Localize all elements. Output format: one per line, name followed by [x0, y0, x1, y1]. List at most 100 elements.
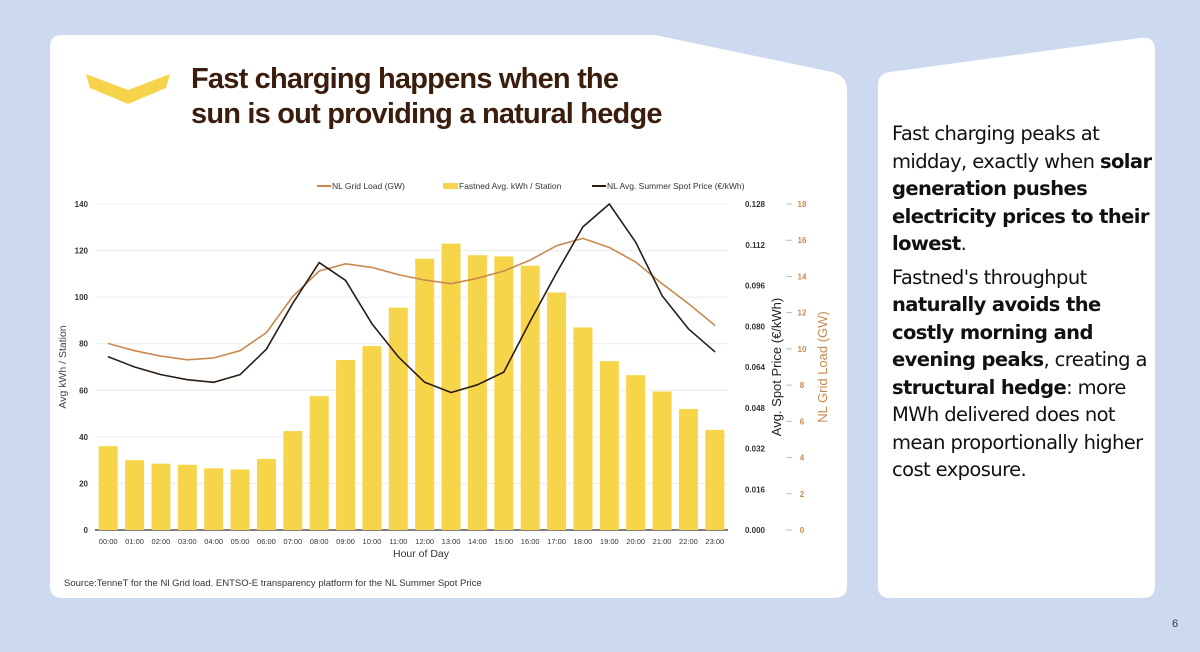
x-tick-label: 12:00 [415, 537, 434, 546]
line-grid-load-point [344, 263, 347, 265]
load-tick-label: 10 [798, 345, 807, 354]
bar-kwh-per-station [256, 458, 276, 530]
price-tick-label: 0.096 [745, 282, 766, 291]
line-grid-load-point [450, 283, 452, 285]
x-tick-label: 17:00 [547, 537, 566, 546]
line-grid-load-point [661, 283, 663, 285]
side-paragraph: Fastned's throughput naturally avoids th… [892, 264, 1152, 484]
x-tick-label: 00:00 [99, 537, 118, 546]
line-spot-price-point [344, 279, 347, 282]
body-text: Fast charging peaks at midday, exactly w… [892, 122, 1100, 173]
bar-kwh-per-station [467, 255, 487, 530]
page-number: 6 [1172, 618, 1179, 630]
bar-kwh-per-station [705, 429, 725, 530]
lines [107, 203, 716, 394]
line-grid-load-point [687, 303, 690, 305]
x-tick-label: 07:00 [283, 537, 302, 546]
x-tick-label: 18:00 [574, 537, 593, 546]
line-spot-price-point [397, 356, 399, 358]
line-spot-price-point [476, 384, 479, 386]
side-text: Fast charging peaks at midday, exactly w… [892, 120, 1152, 490]
left-tick-label: 40 [79, 433, 88, 442]
line-spot-price-point [371, 323, 373, 325]
legend-bars-swatch [443, 183, 458, 189]
line-grid-load-point [529, 259, 531, 261]
line-grid-load [107, 237, 716, 361]
line-grid-load-point [371, 266, 373, 268]
line-grid-load-point [318, 270, 320, 272]
left-axis-title: Avg kWh / Station [57, 325, 69, 408]
line-spot-price-point [582, 226, 584, 228]
x-axis-title: Hour of Day [393, 548, 450, 560]
x-tick-label: 05:00 [231, 537, 250, 546]
line-spot-price-point [265, 348, 268, 350]
line-grid-load-point [424, 279, 426, 281]
legend-bars: Fastned Avg. kWh / Station [459, 181, 562, 191]
legend-grid-load: NL Grid Load (GW) [332, 181, 405, 191]
line-grid-load-point [503, 270, 505, 272]
x-tick-label: 20:00 [626, 537, 645, 546]
left-tick-label: 60 [79, 386, 88, 395]
x-tick-label: 15:00 [494, 537, 513, 546]
bar-kwh-per-station [336, 360, 356, 530]
legend: NL Grid Load (GW) Fastned Avg. kWh / Sta… [317, 181, 745, 191]
x-tick-label: 04:00 [204, 537, 223, 546]
tick-labels: 0204060801001201400.0000.0160.0320.0480.… [75, 200, 807, 546]
x-tick-label: 01:00 [125, 537, 144, 546]
line-spot-price-point [555, 272, 558, 274]
x-tick-label: 09:00 [336, 537, 355, 546]
line-spot-price-point [292, 302, 294, 304]
bar-kwh-per-station [125, 460, 145, 530]
body-text: Fastned's throughput [892, 265, 1087, 289]
bar-kwh-per-station [415, 258, 435, 530]
text-card [878, 37, 1155, 598]
line-spot-price-point [213, 381, 215, 383]
price-tick-label: 0.032 [745, 445, 766, 454]
legend-spot-price: NL Avg. Summer Spot Price (€/kWh) [607, 181, 745, 191]
x-tick-label: 02:00 [152, 537, 171, 546]
bar-kwh-per-station [98, 446, 118, 530]
body-text: . [960, 232, 967, 255]
price-tick-label: 0.000 [745, 526, 766, 535]
slide-title: Fast charging happens when the sun is ou… [191, 62, 662, 132]
title-line-1: Fast charging happens when the [191, 63, 619, 95]
left-tick-label: 100 [75, 293, 89, 302]
price-tick-label: 0.128 [745, 200, 766, 209]
line-grid-load-point [292, 295, 294, 297]
line-grid-load-point [133, 350, 136, 352]
line-grid-load-point [186, 359, 188, 361]
left-tick-label: 140 [75, 200, 89, 209]
load-axis-title: NL Grid Load (GW) [815, 311, 830, 423]
gridlines [95, 203, 728, 531]
line-spot-price-point [503, 371, 505, 373]
line-spot-price-point [424, 381, 426, 383]
x-tick-label: 14:00 [468, 537, 487, 546]
line-spot-price-point [239, 374, 241, 376]
line-grid-load-point [239, 350, 241, 352]
x-tick-label: 22:00 [679, 537, 698, 546]
line-grid-load-point [555, 245, 558, 247]
line-grid-load-point [608, 246, 610, 249]
line-grid-load-point [213, 357, 215, 359]
line-spot-price-point [318, 261, 320, 264]
bar-kwh-per-station [678, 408, 698, 530]
body-text: , creating a [1043, 348, 1147, 371]
line-spot-price-point [160, 374, 162, 376]
bar-kwh-per-station [573, 327, 593, 530]
bar-kwh-per-station [204, 468, 224, 530]
bar-kwh-per-station [652, 391, 672, 530]
load-tick-label: 18 [798, 200, 807, 209]
load-tick-label: 2 [800, 490, 805, 499]
bar-kwh-per-station [362, 346, 382, 530]
title-line-2: sun is out providing a natural hedge [191, 98, 662, 130]
bar-kwh-per-station [520, 265, 540, 530]
line-spot-price-point [661, 295, 663, 297]
source-note: Source:TenneT for the Nl Grid load. ENTS… [64, 578, 482, 589]
line-spot-price-point [186, 379, 188, 381]
bar-kwh-per-station [388, 307, 408, 530]
line-spot-price-point [529, 320, 531, 322]
bar-kwh-per-station [626, 375, 646, 530]
price-axis-title: Avg. Spot Price (€/kWh) [769, 298, 784, 436]
load-tick-label: 12 [798, 309, 807, 318]
